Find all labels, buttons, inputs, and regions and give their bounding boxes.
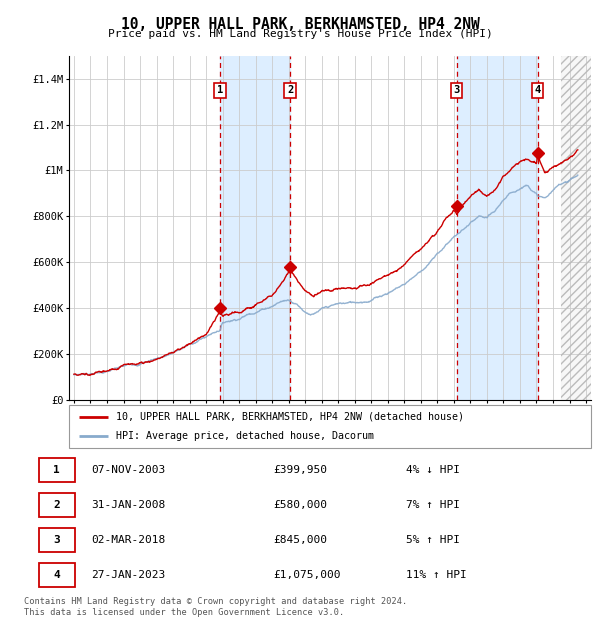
Text: £1,075,000: £1,075,000 <box>274 570 341 580</box>
Bar <box>561 56 595 400</box>
FancyBboxPatch shape <box>39 562 74 587</box>
Text: Contains HM Land Registry data © Crown copyright and database right 2024.
This d: Contains HM Land Registry data © Crown c… <box>24 598 407 617</box>
Text: Price paid vs. HM Land Registry's House Price Index (HPI): Price paid vs. HM Land Registry's House … <box>107 29 493 39</box>
Text: 7% ↑ HPI: 7% ↑ HPI <box>406 500 460 510</box>
Text: 11% ↑ HPI: 11% ↑ HPI <box>406 570 467 580</box>
Text: 2: 2 <box>53 500 60 510</box>
Text: 4: 4 <box>535 85 541 95</box>
Text: 4: 4 <box>53 570 60 580</box>
Text: 4% ↓ HPI: 4% ↓ HPI <box>406 465 460 475</box>
Text: 3: 3 <box>53 535 60 545</box>
Text: 31-JAN-2008: 31-JAN-2008 <box>91 500 166 510</box>
Text: £399,950: £399,950 <box>274 465 328 475</box>
Bar <box>220 56 290 400</box>
Text: 10, UPPER HALL PARK, BERKHAMSTED, HP4 2NW (detached house): 10, UPPER HALL PARK, BERKHAMSTED, HP4 2N… <box>116 412 464 422</box>
Text: 07-NOV-2003: 07-NOV-2003 <box>91 465 166 475</box>
FancyBboxPatch shape <box>39 458 74 482</box>
Text: 02-MAR-2018: 02-MAR-2018 <box>91 535 166 545</box>
Text: 1: 1 <box>53 465 60 475</box>
Text: 3: 3 <box>454 85 460 95</box>
Text: 27-JAN-2023: 27-JAN-2023 <box>91 570 166 580</box>
Text: 10, UPPER HALL PARK, BERKHAMSTED, HP4 2NW: 10, UPPER HALL PARK, BERKHAMSTED, HP4 2N… <box>121 17 479 32</box>
Text: £845,000: £845,000 <box>274 535 328 545</box>
Bar <box>457 56 538 400</box>
Text: 1: 1 <box>217 85 223 95</box>
Text: 2: 2 <box>287 85 293 95</box>
Bar <box>561 56 595 400</box>
Text: 5% ↑ HPI: 5% ↑ HPI <box>406 535 460 545</box>
FancyBboxPatch shape <box>39 493 74 517</box>
FancyBboxPatch shape <box>39 528 74 552</box>
Text: £580,000: £580,000 <box>274 500 328 510</box>
Text: HPI: Average price, detached house, Dacorum: HPI: Average price, detached house, Daco… <box>116 432 374 441</box>
